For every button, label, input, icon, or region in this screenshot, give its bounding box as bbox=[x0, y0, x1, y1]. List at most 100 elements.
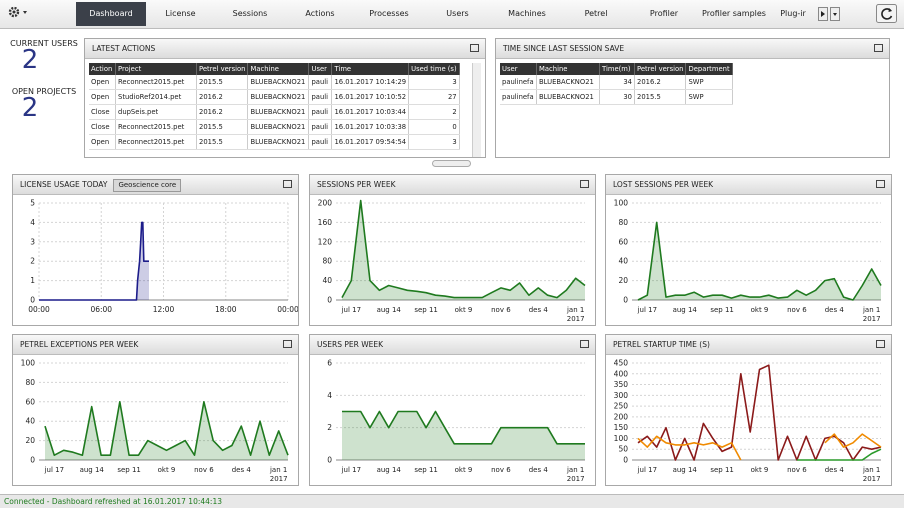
x-tick-label: sep 11 bbox=[414, 306, 438, 314]
stat-value: 2 bbox=[21, 45, 39, 75]
table-cell: 2 bbox=[408, 104, 460, 120]
column-header: Petrel version bbox=[634, 63, 687, 75]
maximize-icon[interactable] bbox=[876, 180, 885, 188]
line bbox=[637, 364, 882, 461]
column-header: Department bbox=[685, 63, 733, 75]
header-row: Action Project Petrel version Machine User Ti… bbox=[89, 63, 460, 75]
x-tick-label: 00:00 bbox=[277, 305, 298, 314]
x-tick-label: des 4 bbox=[825, 466, 845, 474]
nav-tab[interactable]: License bbox=[165, 9, 196, 18]
table-cell: 2016.2 bbox=[196, 89, 249, 105]
x-tick-label: nov 6 bbox=[194, 466, 214, 474]
table-row[interactable]: Open Reconnect2015.pet 2015.5 BLUEBACKNO21 p… bbox=[89, 75, 460, 90]
nav-tab[interactable]: Machines bbox=[508, 9, 546, 18]
nav-tab[interactable]: Processes bbox=[369, 9, 409, 18]
x-sublabel: 2017 bbox=[270, 475, 288, 483]
y-tick-label: 350 bbox=[614, 380, 629, 389]
table-cell: SWP bbox=[685, 89, 733, 105]
table-row[interactable]: paulinefa BLUEBACKNO21 30 2015.5 SWP bbox=[500, 89, 733, 105]
table-cell: 16.01.2017 10:10:52 bbox=[331, 89, 410, 105]
y-tick-label: 80 bbox=[322, 257, 332, 266]
x-tick-label: jan 1 bbox=[862, 466, 880, 474]
nav-tab[interactable]: Users bbox=[446, 9, 469, 18]
x-tick-label: des 4 bbox=[825, 306, 845, 314]
y-tick-label: 5 bbox=[30, 199, 35, 208]
column-header: Used time (s) bbox=[408, 63, 460, 75]
x-tick-label: jul 17 bbox=[341, 306, 361, 314]
stat-value: 2 bbox=[21, 93, 39, 123]
area bbox=[342, 200, 585, 300]
column-header: User bbox=[500, 63, 537, 75]
table-cell: 16.01.2017 10:03:38 bbox=[331, 119, 410, 135]
panel-header: USERS PER WEEK bbox=[310, 335, 595, 355]
table-cell: Reconnect2015.pet bbox=[115, 75, 197, 90]
x-tick-label: sep 11 bbox=[117, 466, 141, 474]
dropdown[interactable]: Geoscience core bbox=[113, 179, 182, 192]
maximize-icon[interactable] bbox=[470, 44, 479, 52]
chart-panel: PETREL EXCEPTIONS PER WEEK 0 20 40 60 80 100 ju… bbox=[12, 334, 299, 486]
splitter-handle[interactable] bbox=[432, 160, 472, 168]
y-tick-label: 150 bbox=[614, 423, 629, 432]
y-tick-label: 3 bbox=[30, 237, 35, 246]
y-tick-label: 1 bbox=[30, 276, 35, 285]
x-tick-label: des 4 bbox=[232, 466, 252, 474]
table-row[interactable]: paulinefa BLUEBACKNO21 34 2016.2 SWP bbox=[500, 75, 733, 90]
table-cell: SWP bbox=[685, 75, 733, 90]
x-tick-label: aug 14 bbox=[377, 306, 402, 314]
column-header: Project bbox=[115, 63, 197, 75]
x-tick-label: sep 11 bbox=[710, 306, 734, 314]
panel-header: TIME SINCE LAST SESSION SAVE bbox=[496, 39, 889, 59]
chart-panel: USERS PER WEEK 0 2 4 6 jul 17 aug 14 sep 11 okt … bbox=[309, 334, 596, 486]
table-row[interactable]: Close dupSeis.pet 2016.2 BLUEBACKNO21 pauli 1… bbox=[89, 104, 460, 120]
table-row[interactable]: Close Reconnect2015.pet 2015.5 BLUEBACKNO21… bbox=[89, 119, 460, 135]
table-row[interactable]: Open Reconnect2015.pet 2015.5 BLUEBACKNO21 p… bbox=[89, 134, 460, 150]
table-cell: 16.01.2017 10:14:29 bbox=[331, 75, 410, 90]
nav-tab[interactable]: Profiler bbox=[649, 9, 679, 18]
y-tick-label: 100 bbox=[614, 434, 629, 443]
table-cell: BLUEBACKNO21 bbox=[536, 75, 600, 90]
y-tick-label: 2 bbox=[327, 423, 332, 432]
nav-tab[interactable]: Dashboard bbox=[76, 2, 146, 26]
x-tick-label: aug 14 bbox=[80, 466, 105, 474]
nav-tab[interactable]: Petrel bbox=[584, 9, 608, 18]
x-sublabel: 2017 bbox=[567, 475, 585, 483]
line bbox=[637, 221, 882, 301]
maximize-icon[interactable] bbox=[580, 340, 589, 348]
x-tick-label: okt 9 bbox=[158, 466, 176, 474]
chart-panel: SESSIONS PER WEEK 0 40 80 120 160 200 jul 17 aug… bbox=[309, 174, 596, 326]
nav-tab[interactable]: Actions bbox=[305, 9, 335, 18]
x-tick-label: des 4 bbox=[529, 466, 549, 474]
refresh-button[interactable] bbox=[876, 4, 898, 24]
table-wrap: Action Project Petrel version Machine User Ti… bbox=[85, 63, 485, 150]
nav-tab[interactable]: Sessions bbox=[232, 9, 268, 18]
scroll-buttons[interactable] bbox=[818, 7, 842, 21]
nav-tab[interactable]: Plug-ir bbox=[780, 9, 806, 18]
chart-panel: PETREL STARTUP TIME (S) 0 50 100 150 200 250 30… bbox=[605, 334, 892, 486]
maximize-icon[interactable] bbox=[580, 180, 589, 188]
line bbox=[39, 221, 149, 301]
status-text: Connected - Dashboard refreshed at 16.01… bbox=[4, 497, 222, 506]
maximize-icon[interactable] bbox=[874, 44, 883, 52]
column-header: Time(m) bbox=[599, 63, 635, 75]
maximize-icon[interactable] bbox=[283, 180, 292, 188]
y-tick-label: 300 bbox=[614, 391, 629, 400]
settings-icon[interactable] bbox=[4, 0, 34, 28]
data-table: User Machine Time(m) Petrel version Departme… bbox=[500, 63, 733, 105]
panel-title: TIME SINCE LAST SESSION SAVE bbox=[503, 44, 625, 53]
maximize-icon[interactable] bbox=[283, 340, 292, 348]
chart-panel: LOST SESSIONS PER WEEK 0 20 40 60 80 100 jul 17… bbox=[605, 174, 892, 326]
table-row[interactable]: Open StudioRef2014.pet 2016.2 BLUEBACKNO21 p… bbox=[89, 89, 460, 105]
panel-header: PETREL EXCEPTIONS PER WEEK bbox=[13, 335, 298, 355]
maximize-icon[interactable] bbox=[876, 340, 885, 348]
panel-header: SESSIONS PER WEEK bbox=[310, 175, 595, 195]
scrollbar[interactable] bbox=[472, 63, 481, 157]
nav-tab[interactable]: Profiler samples bbox=[702, 9, 766, 18]
x-tick-label: sep 11 bbox=[414, 466, 438, 474]
x-tick-label: nov 6 bbox=[491, 466, 511, 474]
y-tick-label: 250 bbox=[614, 402, 629, 411]
line bbox=[796, 448, 882, 461]
column-header: Action bbox=[89, 63, 116, 75]
table-cell: 30 bbox=[599, 89, 635, 105]
